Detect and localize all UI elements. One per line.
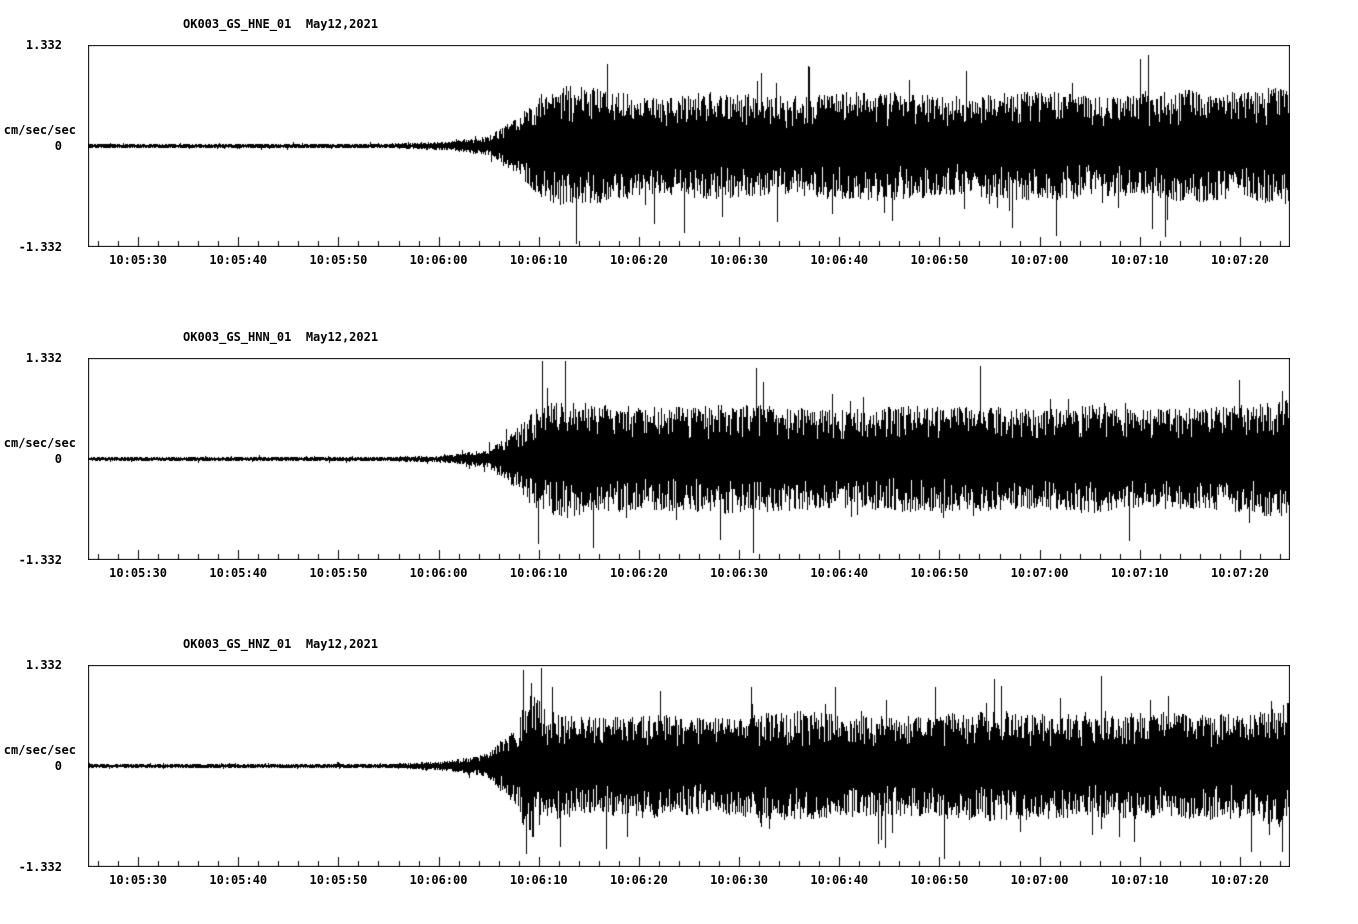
x-tick-label: 10:06:40	[810, 873, 869, 887]
x-tick-label: 10:07:00	[1010, 873, 1069, 887]
panel-title: OK003_GS_HNZ_01 May12,2021	[183, 637, 379, 651]
plot-area	[88, 358, 1290, 560]
x-tick-label: 10:05:40	[209, 253, 268, 267]
x-tick-label: 10:05:40	[209, 873, 268, 887]
x-tick-label: 10:05:50	[309, 253, 368, 267]
y-tick-label: 1.332	[25, 351, 62, 365]
x-tick-label: 10:06:10	[509, 253, 568, 267]
waveform-canvas	[88, 665, 1290, 867]
x-tick-label: 10:06:20	[610, 253, 668, 267]
x-tick-label: 10:05:40	[209, 566, 268, 580]
y-tick-label: -1.332	[18, 240, 62, 254]
x-tick-label: 10:05:30	[109, 566, 167, 580]
x-tick-label: 10:06:10	[509, 873, 568, 887]
x-tick-label: 10:07:20	[1211, 566, 1269, 580]
x-tick-label: 10:05:30	[109, 253, 167, 267]
y-tick-label: 0	[54, 759, 62, 773]
x-tick-label: 10:06:50	[910, 253, 969, 267]
x-tick-label: 10:06:00	[409, 253, 468, 267]
x-tick-label: 10:06:50	[910, 873, 969, 887]
x-tick-label: 10:06:30	[710, 566, 768, 580]
x-tick-label: 10:07:00	[1010, 566, 1069, 580]
x-tick-label: 10:06:00	[409, 566, 468, 580]
plot-area	[88, 665, 1290, 867]
x-tick-label: 10:05:50	[309, 873, 368, 887]
y-tick-label: 1.332	[25, 658, 62, 672]
panel-title: OK003_GS_HNE_01 May12,2021	[183, 17, 379, 31]
x-tick-label: 10:06:40	[810, 253, 869, 267]
x-tick-label: 10:06:50	[910, 566, 969, 580]
x-tick-label: 10:07:10	[1110, 253, 1169, 267]
x-tick-label: 10:07:10	[1110, 566, 1169, 580]
x-tick-label: 10:06:20	[610, 566, 668, 580]
y-axis-unit-label: cm/sec/sec	[3, 743, 76, 757]
x-tick-label: 10:06:30	[710, 873, 768, 887]
waveform-canvas	[88, 358, 1290, 560]
seismogram-panel-ok003_gs_hnn_01: OK003_GS_HNN_01 May12,2021 1.332 0 -1.332 cm…	[0, 330, 1358, 590]
x-tick-label: 10:06:40	[810, 566, 869, 580]
seismogram-panel-ok003_gs_hnz_01: OK003_GS_HNZ_01 May12,2021 1.332 0 -1.332 cm…	[0, 637, 1358, 897]
x-tick-label: 10:05:30	[109, 873, 167, 887]
plot-area	[88, 45, 1290, 247]
x-tick-label: 10:07:20	[1211, 873, 1269, 887]
y-tick-label: 1.332	[25, 38, 62, 52]
x-tick-label: 10:06:10	[509, 566, 568, 580]
x-tick-label: 10:05:50	[309, 566, 368, 580]
seismogram-panel-ok003_gs_hne_01: OK003_GS_HNE_01 May12,2021 1.332 0 -1.332 cm…	[0, 17, 1358, 277]
y-tick-label: 0	[54, 139, 62, 153]
y-axis-unit-label: cm/sec/sec	[3, 436, 76, 450]
y-tick-label: -1.332	[18, 553, 62, 567]
waveform-canvas	[88, 45, 1290, 247]
y-tick-label: 0	[54, 452, 62, 466]
x-tick-label: 10:07:00	[1010, 253, 1069, 267]
panel-title: OK003_GS_HNN_01 May12,2021	[183, 330, 379, 344]
y-axis-unit-label: cm/sec/sec	[3, 123, 76, 137]
x-tick-label: 10:06:30	[710, 253, 768, 267]
x-tick-label: 10:07:20	[1211, 253, 1269, 267]
x-tick-label: 10:06:00	[409, 873, 468, 887]
x-tick-label: 10:07:10	[1110, 873, 1169, 887]
y-tick-label: -1.332	[18, 860, 62, 874]
x-tick-label: 10:06:20	[610, 873, 668, 887]
